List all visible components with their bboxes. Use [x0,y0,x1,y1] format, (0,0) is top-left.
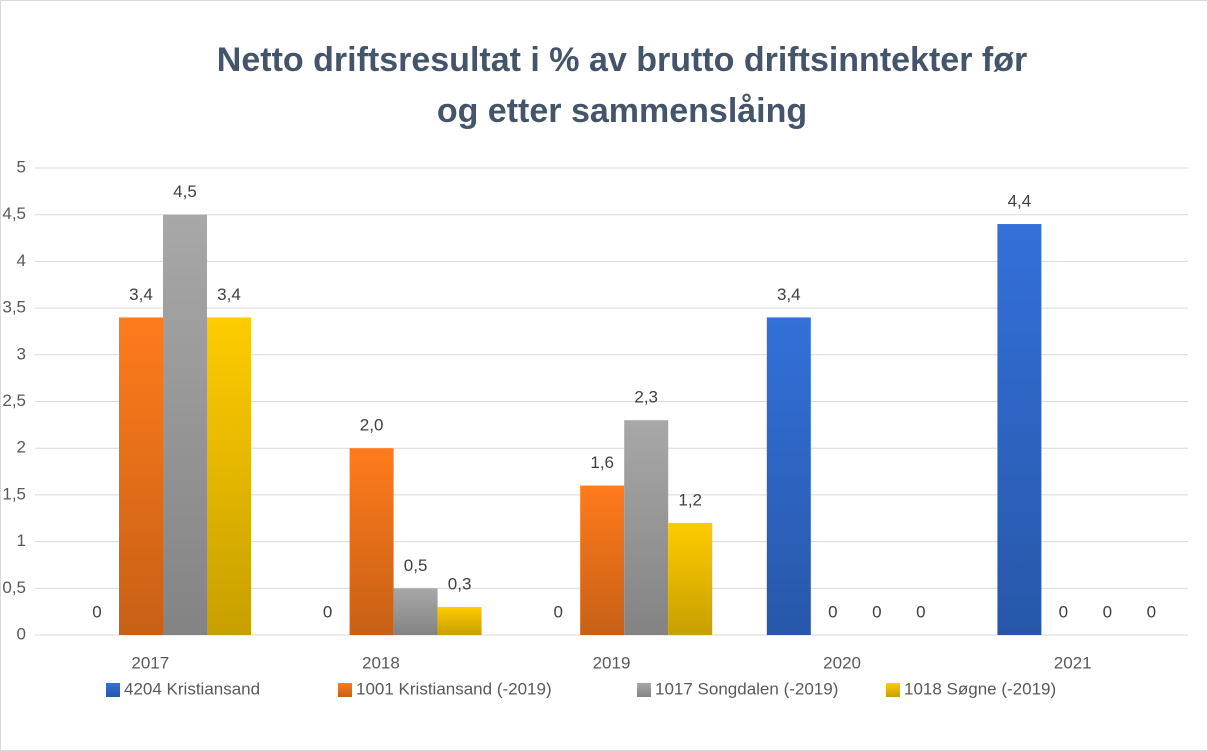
value-label: 0,3 [448,574,472,593]
bar [766,317,811,635]
value-label: 1,6 [590,453,614,472]
value-label: 0 [92,602,101,621]
y-tick-label: 2 [17,438,26,457]
value-label: 0 [1059,602,1068,621]
value-label: 1,2 [678,490,702,509]
chart-title: Netto driftsresultat i % av brutto drift… [217,41,1027,79]
bar [163,214,207,635]
x-tick-label: 2018 [362,653,400,672]
value-label: 0 [323,602,332,621]
y-tick-label: 0 [17,624,26,643]
legend-label: 1001 Kristiansand (-2019) [356,679,552,698]
y-tick-label: 1 [17,531,26,550]
value-label: 2,0 [360,416,384,435]
legend-swatch [106,683,120,697]
bar [580,485,625,635]
bar [393,588,438,635]
legend-label: 4204 Kristiansand [124,679,260,698]
bar [624,420,669,635]
value-label: 0 [872,602,881,621]
value-label: 0 [1147,602,1156,621]
bar [997,224,1042,636]
y-tick-label: 3 [17,344,26,363]
y-tick-label: 3,5 [2,298,26,317]
value-label: 3,4 [217,285,241,304]
legend-swatch [338,683,352,697]
value-label: 0 [828,602,837,621]
x-tick-label: 2020 [823,653,861,672]
value-label: 0 [553,602,562,621]
legend-swatch [637,683,651,697]
value-label: 0 [1103,602,1112,621]
value-label: 4,4 [1008,192,1032,211]
x-tick-label: 2019 [593,653,631,672]
bar [207,317,251,635]
legend-swatch [886,683,900,697]
y-tick-label: 1,5 [2,484,26,503]
value-label: 0 [916,602,925,621]
legend-label: 1017 Songdalen (-2019) [655,679,838,698]
chart-title: og etter sammenslåing [437,92,807,130]
y-tick-label: 5 [17,157,26,176]
value-label: 0,5 [404,556,428,575]
value-label: 2,3 [634,388,658,407]
y-tick-label: 2,5 [2,391,26,410]
bar [668,522,713,635]
x-tick-label: 2017 [131,653,169,672]
y-tick-label: 0,5 [2,578,26,597]
bar [349,448,394,635]
y-tick-label: 4 [17,251,26,270]
y-tick-label: 4,5 [2,204,26,223]
x-tick-label: 2021 [1054,653,1092,672]
bar [437,606,482,635]
value-label: 3,4 [129,285,153,304]
value-label: 3,4 [777,285,801,304]
bar [119,317,163,635]
value-label: 4,5 [173,182,197,201]
legend-label: 1018 Søgne (-2019) [904,679,1056,698]
